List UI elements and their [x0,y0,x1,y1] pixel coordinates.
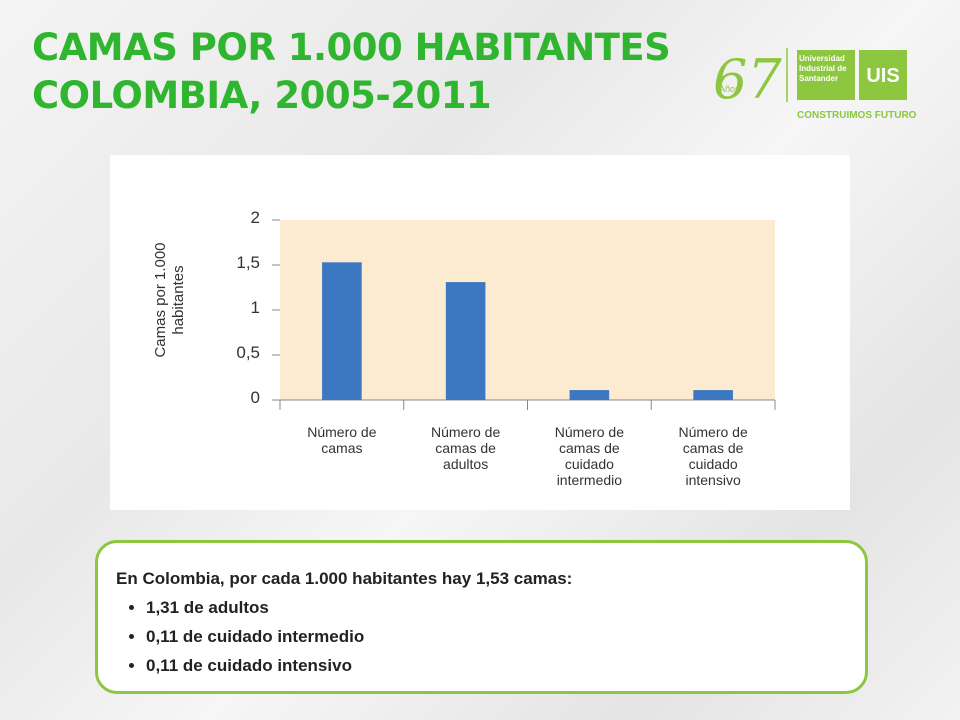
plot-background [280,220,775,400]
bar [569,390,610,400]
note-box: En Colombia, por cada 1.000 habitantes h… [95,540,868,694]
bar [693,390,733,400]
note-item: 0,11 de cuidado intensivo [146,651,865,680]
y-axis-label: Camas por 1.000 habitantes [152,242,187,358]
bar [445,282,486,400]
y-tick-label: 2 [250,208,260,227]
note-heading: En Colombia, por cada 1.000 habitantes h… [116,569,573,588]
logo-slogan: CONSTRUIMOS FUTURO [797,110,917,121]
logo-years-word: Años [719,84,740,94]
note-list: 1,31 de adultos0,11 de cuidado intermedi… [116,593,865,680]
x-tick-label: Número de camas [307,424,377,456]
x-tick-label: Número de camas de adultos [430,424,501,472]
note-item: 0,11 de cuidado intermedio [146,622,865,651]
y-tick-label: 1 [250,298,260,317]
logo-acronym: UIS [866,65,899,87]
y-tick-label: 1,5 [236,253,260,272]
logo: 67 Años Universidad Industrial de Santan… [713,48,917,121]
x-tick-label: Número de camas de cuidado intensivo [678,424,748,488]
logo-years: 67 [713,48,782,111]
slide-title: CAMAS POR 1.000 HABITANTES COLOMBIA, 200… [32,26,671,117]
y-tick-label: 0,5 [236,343,260,362]
bar [322,262,362,400]
x-tick-label: Número de camas de cuidado intermedio [554,424,624,488]
logo-university: Universidad Industrial de Santander [799,54,847,83]
y-tick-label: 0 [250,388,260,407]
note-item: 1,31 de adultos [146,593,865,622]
